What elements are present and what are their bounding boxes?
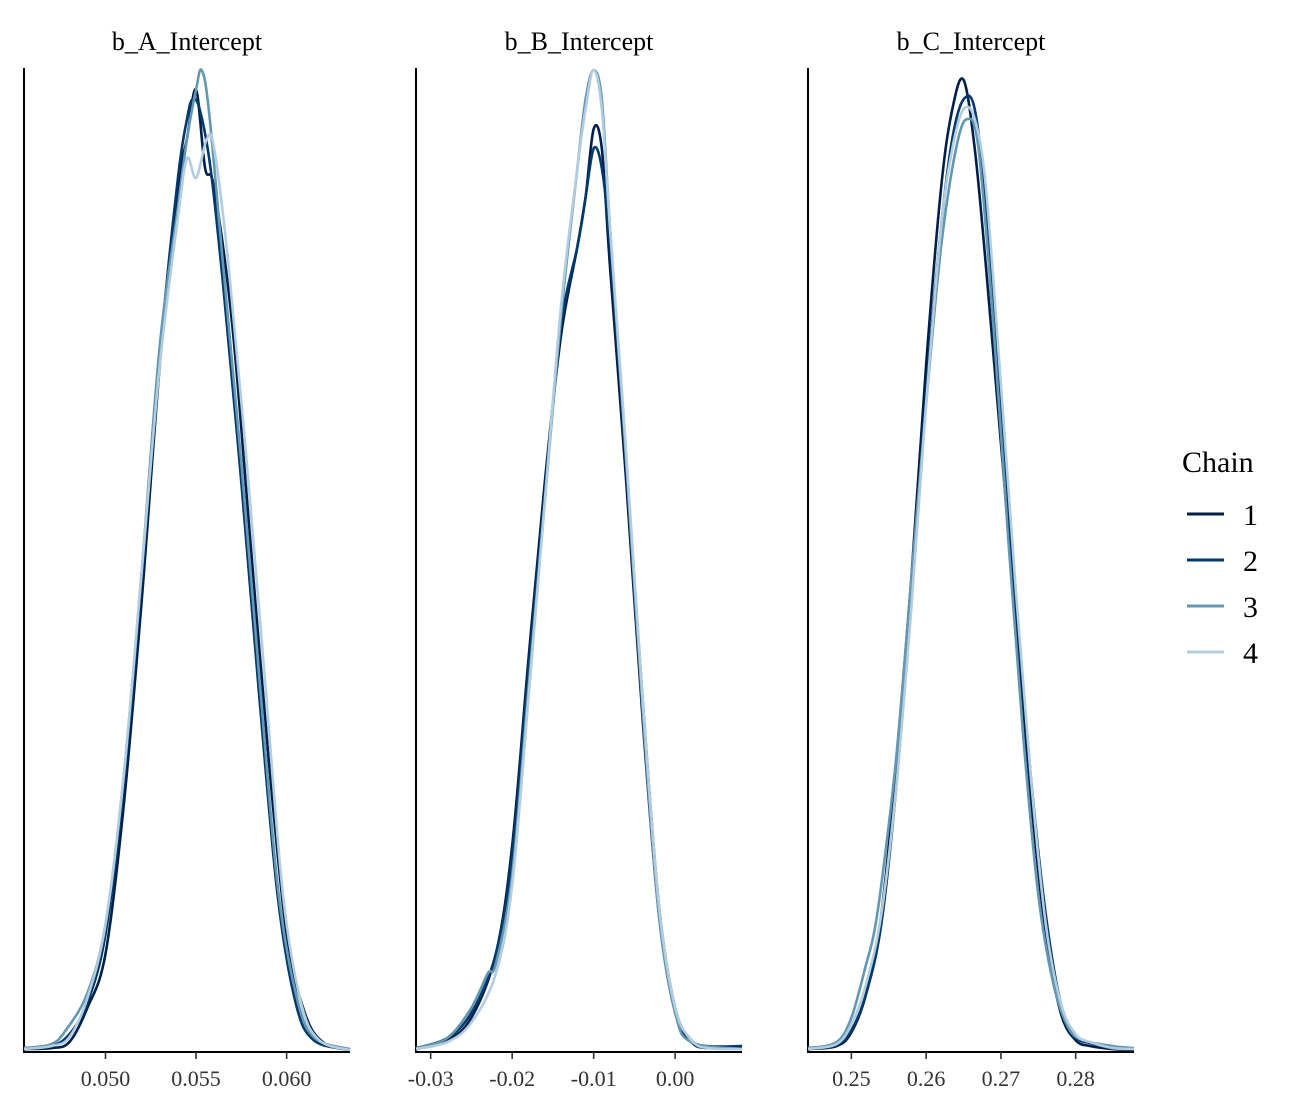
panel-2: b_B_Intercept -0.03 -0.02 -0.01 0.00 (408, 27, 743, 1091)
density-line-chain-3 (23, 68, 351, 1051)
x-tick-label: -0.02 (489, 1066, 535, 1091)
density-line-chain-1 (807, 77, 1135, 1052)
legend-label-chain-2: 2 (1243, 545, 1258, 578)
density-line-chain-2 (415, 145, 743, 1050)
panel-1: b_A_Intercept 0.050 0.055 0.060 (23, 27, 351, 1091)
density-line-chain-4 (807, 105, 1135, 1051)
x-tick-label: 0.26 (907, 1066, 946, 1091)
x-tick-label: 0.060 (262, 1066, 312, 1091)
density-line-chain-4 (415, 68, 743, 1051)
legend-label-chain-3: 3 (1243, 591, 1258, 624)
legend: Chain 1 2 3 4 (1182, 446, 1258, 670)
panels: b_A_Intercept 0.050 0.055 0.060 b_B_Intercep… (23, 27, 1135, 1091)
x-tick-label: 0.28 (1056, 1066, 1095, 1091)
x-tick-label: 0.00 (656, 1066, 695, 1091)
x-tick-label: 0.25 (832, 1066, 871, 1091)
x-tick-label: 0.050 (81, 1066, 131, 1091)
x-tick-label: 0.055 (171, 1066, 221, 1091)
x-tick-label: -0.01 (571, 1066, 617, 1091)
panel-title: b_B_Intercept (505, 27, 655, 56)
density-line-chain-2 (23, 97, 351, 1052)
legend-entries: 1 2 3 4 (1187, 499, 1258, 670)
legend-label-chain-1: 1 (1243, 499, 1258, 532)
panel-3: b_C_Intercept 0.25 0.26 0.27 0.28 (807, 27, 1135, 1091)
density-line-chain-4 (23, 132, 351, 1052)
x-tick-label: 0.27 (982, 1066, 1021, 1091)
density-line-chain-3 (415, 68, 743, 1051)
panel-title: b_C_Intercept (897, 27, 1047, 56)
density-line-chain-2 (807, 94, 1135, 1051)
legend-label-chain-4: 4 (1243, 637, 1258, 670)
x-tick-label: -0.03 (408, 1066, 454, 1091)
density-line-chain-3 (807, 117, 1135, 1050)
legend-title: Chain (1182, 446, 1254, 479)
panel-title: b_A_Intercept (112, 27, 263, 56)
density-line-chain-1 (23, 88, 351, 1052)
density-line-chain-1 (415, 124, 743, 1050)
